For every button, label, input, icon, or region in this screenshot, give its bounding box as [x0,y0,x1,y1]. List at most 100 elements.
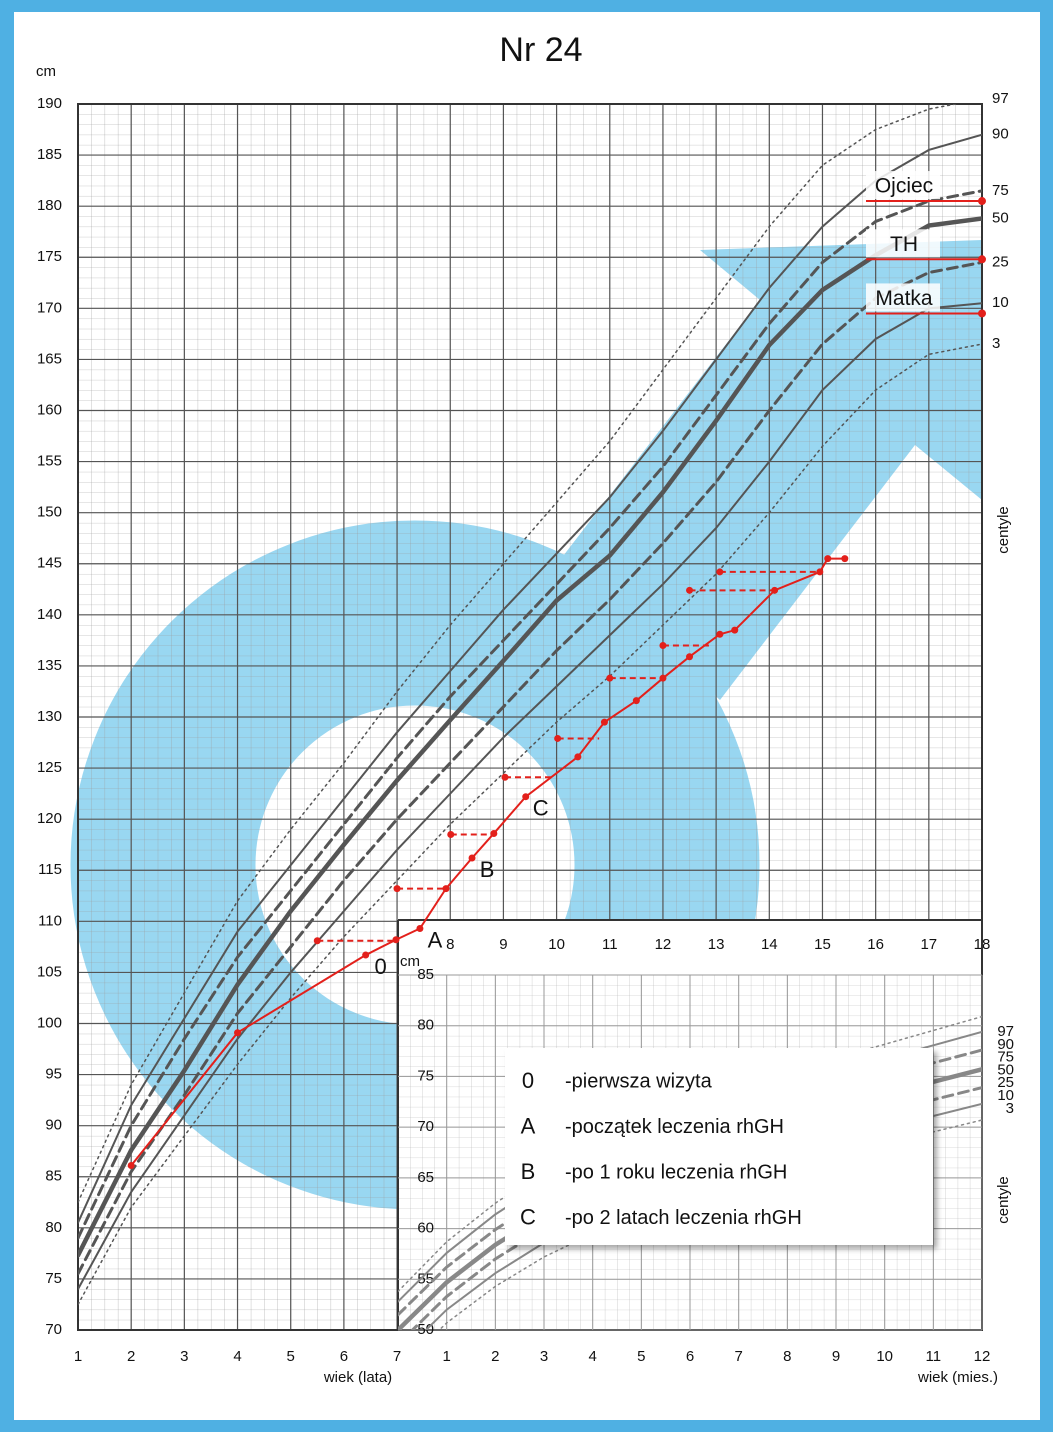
x-tick-label: 8 [446,936,454,953]
bone-age-point [716,568,723,575]
patient-point [731,627,738,634]
patient-point [574,753,581,760]
legend-symbol: 0 [522,1068,534,1093]
x-axis-label: wiek (lata) [323,1369,392,1386]
legend: 0 -pierwsza wizyta A -początek leczenia rhG… [505,1048,933,1245]
x-tick-label: 8 [783,1348,791,1365]
legend-symbol: B [521,1159,536,1184]
bone-age-point [502,774,509,781]
patient-point [234,1029,241,1036]
x-tick-label: 10 [876,1348,893,1365]
x-tick-label: 7 [734,1348,742,1365]
centile-label: 10 [992,294,1009,311]
x-tick-label: 5 [637,1348,645,1365]
y-tick-label: 115 [38,861,62,878]
bone-age-point [314,937,321,944]
y-tick-label: 180 [37,197,62,214]
y-tick-label: 105 [37,963,62,980]
parent-height [978,309,986,317]
x-tick-label: 7 [393,1348,401,1365]
centile-label: 3 [1006,1100,1014,1117]
x-tick-label: 16 [867,936,884,953]
y-tick-label: 85 [45,1168,62,1185]
x-tick-label: 3 [180,1348,188,1365]
patient-point [490,830,497,837]
y-tick-label: 80 [45,1219,62,1236]
x-tick-label: 14 [761,936,778,953]
patient-point [522,793,529,800]
x-tick-label: 6 [340,1348,348,1365]
y-tick-label: 140 [37,606,62,623]
centile-label: 90 [992,126,1009,143]
parent-label: TH [890,233,918,256]
chart-title: Nr 24 [499,31,582,69]
parent-label: Matka [875,287,933,310]
bone-age-point [447,831,454,838]
x-tick-label: 9 [499,936,507,953]
y-tick-label: 75 [45,1270,62,1287]
x-tick-label: 10 [548,936,565,953]
y-tick-label: 75 [417,1067,434,1084]
y-tick-label: 190 [37,95,62,112]
page: {"chart_data": { "type": "line", "title"… [0,0,1053,1432]
y-tick-label: 185 [37,146,62,163]
x-tick-label: 9 [832,1348,840,1365]
patient-point [392,936,399,943]
y-unit: cm [36,63,56,80]
centile-label: 25 [992,253,1009,270]
inset-right-label: centyle [995,1176,1012,1224]
x-tick-label: 3 [540,1348,548,1365]
x-tick-label: 1 [74,1348,82,1365]
x-tick-label: 4 [233,1348,241,1365]
patient-point [416,925,423,932]
x-tick-label: 2 [491,1348,499,1365]
y-tick-label: 95 [45,1066,62,1083]
legend-text: -pierwsza wizyta [565,1070,713,1092]
y-tick-label: 90 [45,1117,62,1134]
x-tick-label: 12 [655,936,672,953]
patient-point [601,719,608,726]
right-label: centyle [995,506,1012,554]
y-tick-label: 125 [37,759,62,776]
legend-symbol: C [520,1204,536,1229]
bone-age-point [686,587,693,594]
y-tick-label: 175 [37,248,62,265]
y-tick-label: 130 [37,708,62,725]
patient-point [128,1162,135,1169]
y-tick-label: 70 [45,1321,62,1338]
bone-age-point [606,675,613,682]
inset-x-axis-label: wiek (mies.) [917,1369,998,1386]
patient-point [771,587,778,594]
y-tick-label: 155 [37,453,62,470]
y-tick-label: 85 [417,966,434,983]
parent-height [978,255,986,263]
y-tick-label: 110 [38,912,62,929]
bone-age-point [394,885,401,892]
patient-point [686,653,693,660]
bone-age-point [554,735,561,742]
y-tick-label: 150 [37,504,62,521]
legend-symbol: A [521,1113,536,1138]
x-tick-label: 6 [686,1348,694,1365]
centile-label: 97 [992,90,1009,107]
x-tick-label: 2 [127,1348,135,1365]
x-tick-label: 12 [974,1348,991,1365]
patient-point [659,675,666,682]
x-tick-label: 15 [814,936,831,953]
y-tick-label: 145 [37,555,62,572]
centile-label: 75 [992,182,1009,199]
annotation: 0 [375,954,387,979]
parent-height [978,197,986,205]
y-tick-label: 165 [37,350,62,367]
y-tick-label: 160 [37,401,62,418]
patient-point [716,631,723,638]
y-tick-label: 120 [37,810,62,827]
annotation: B [480,857,495,882]
patient-point [633,697,640,704]
chart: Nr 24 cm wiek (lata) centyle cm wiek (mi… [0,0,1053,1432]
patient-point [469,854,476,861]
legend-text: -początek leczenia rhGH [565,1116,784,1138]
patient-point [841,555,848,562]
parent-label: Ojciec [875,175,933,198]
legend-text: -po 1 roku leczenia rhGH [565,1161,787,1183]
